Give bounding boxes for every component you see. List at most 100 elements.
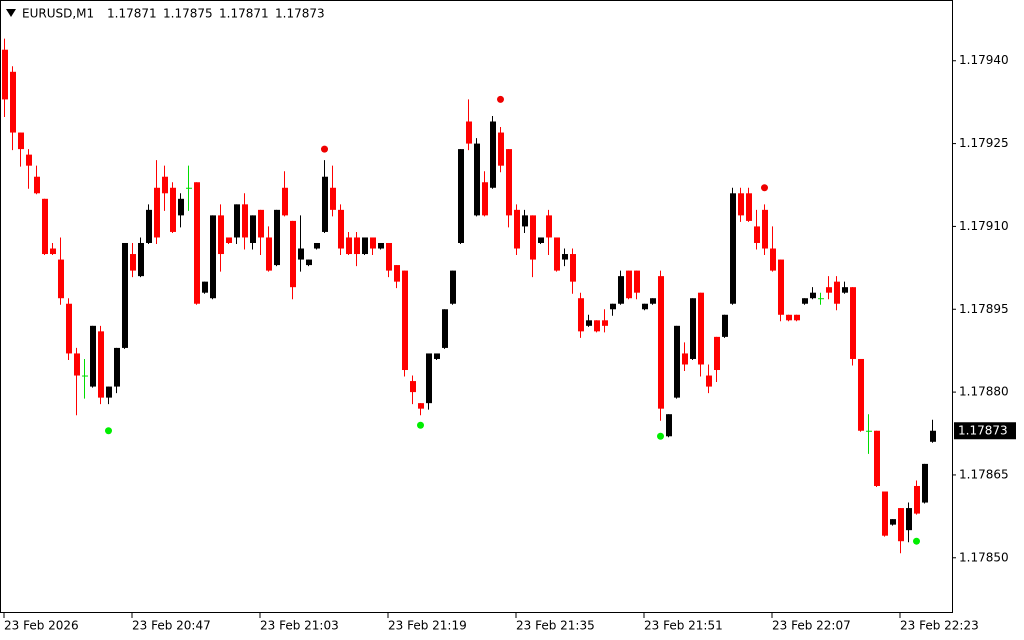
y-tick-label: 1.17850 xyxy=(959,550,1009,564)
collapse-arrow[interactable] xyxy=(6,9,16,17)
candle-body xyxy=(506,149,512,216)
current-price-box xyxy=(954,422,1016,440)
candle-body xyxy=(258,209,264,238)
candle-body xyxy=(674,325,680,398)
candle-body xyxy=(626,270,632,299)
quote-close: 1.17873 xyxy=(275,7,325,21)
candle-body xyxy=(690,298,696,359)
candle-body xyxy=(34,176,40,194)
candle-body xyxy=(602,320,608,326)
candle-body xyxy=(282,187,288,216)
candle-body xyxy=(738,193,744,216)
candle-body xyxy=(290,220,296,288)
candle-body xyxy=(930,430,936,442)
candle-body xyxy=(826,287,832,293)
candle-body xyxy=(786,314,792,321)
x-tick-label: 23 Feb 22:23 xyxy=(900,619,979,633)
candle-body xyxy=(162,176,168,194)
candle-body xyxy=(210,215,216,299)
candle-body xyxy=(882,491,888,536)
x-tick-label: 23 Feb 21:51 xyxy=(644,619,723,633)
candle-body xyxy=(306,259,312,266)
candle-body xyxy=(562,254,568,260)
candle-body xyxy=(570,254,576,282)
candle-body xyxy=(146,209,152,243)
candle-body xyxy=(842,287,848,293)
x-tick-label: 23 Feb 20:47 xyxy=(132,619,211,633)
candle-body xyxy=(314,242,320,249)
x-tick-label: 23 Feb 2026 xyxy=(4,619,79,633)
candle-body xyxy=(242,204,248,238)
candle-body xyxy=(386,242,392,271)
candle-body xyxy=(442,309,448,348)
x-tick-label: 23 Feb 22:07 xyxy=(772,619,851,633)
y-tick-label: 1.17895 xyxy=(959,302,1009,316)
candle-body xyxy=(122,242,128,348)
x-tick-label: 23 Feb 21:19 xyxy=(388,619,467,633)
candle-body xyxy=(874,430,880,486)
candle-body xyxy=(410,381,416,393)
candle-body xyxy=(594,320,600,332)
candle-body xyxy=(490,121,496,188)
candle-body xyxy=(90,325,96,387)
candle-body xyxy=(890,519,896,525)
candle-body xyxy=(578,298,584,332)
candle-body xyxy=(714,336,720,371)
fractal-high xyxy=(321,145,328,153)
candle-body xyxy=(26,154,32,166)
candle-body xyxy=(98,331,104,398)
candle-body xyxy=(778,259,784,315)
candle-body xyxy=(722,314,728,337)
candle-body xyxy=(762,209,768,249)
candle-body xyxy=(706,375,712,387)
fractal-low xyxy=(657,432,664,440)
x-tick-label: 23 Feb 21:35 xyxy=(516,619,595,633)
candle-body xyxy=(866,430,872,432)
candle-body xyxy=(906,508,912,531)
quote-high: 1.17875 xyxy=(163,7,213,21)
candle-body xyxy=(250,215,256,243)
candle-body xyxy=(138,242,144,277)
candle-body xyxy=(522,215,528,227)
candle-body xyxy=(266,237,272,271)
fractal-low xyxy=(913,537,920,545)
candle-body xyxy=(466,121,472,144)
candle-body xyxy=(818,298,824,300)
candle-body xyxy=(554,237,560,271)
candle-body xyxy=(378,242,384,249)
fractal-low xyxy=(417,421,424,429)
y-tick-label: 1.17910 xyxy=(959,219,1009,233)
candle-body xyxy=(322,176,328,232)
candle-body xyxy=(514,209,520,249)
candle-body xyxy=(426,353,432,404)
candle-body xyxy=(2,49,8,100)
candle-body xyxy=(610,303,616,310)
candle-body xyxy=(218,215,224,255)
candle-body xyxy=(730,193,736,304)
candle-body xyxy=(106,386,112,398)
candle-body xyxy=(154,187,160,238)
candle-body xyxy=(226,237,232,243)
y-tick-label: 1.17925 xyxy=(959,136,1009,150)
candle-body xyxy=(634,270,640,293)
candle-body xyxy=(114,347,120,387)
candle-body xyxy=(650,298,656,304)
candle-body xyxy=(546,215,552,238)
y-tick-label: 1.17940 xyxy=(959,53,1009,67)
candle-body xyxy=(810,292,816,299)
candle-body xyxy=(50,248,56,255)
symbol: EURUSD,M1 xyxy=(22,7,94,21)
candle-body xyxy=(42,198,48,255)
candle-body xyxy=(298,248,304,260)
candle-body xyxy=(10,71,16,133)
candle-body xyxy=(666,414,672,437)
candle-body xyxy=(178,198,184,216)
candle-body xyxy=(82,375,88,377)
x-tick-label: 23 Feb 21:03 xyxy=(260,619,339,633)
candle-body xyxy=(914,485,920,514)
candle-body xyxy=(922,463,928,503)
candle-body xyxy=(618,276,624,304)
candle-body xyxy=(234,204,240,238)
candle-body xyxy=(394,265,400,282)
